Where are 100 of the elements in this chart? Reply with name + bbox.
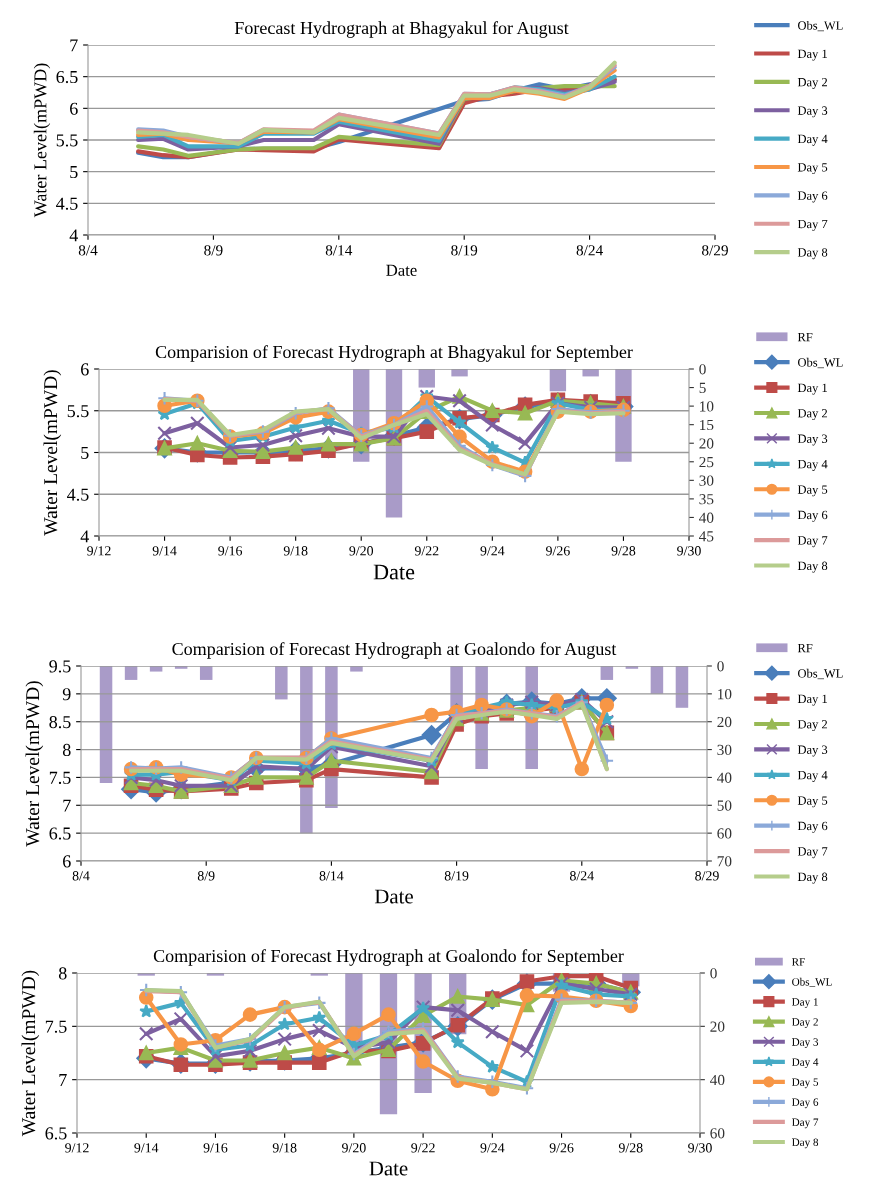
y-tick-label: 5.5 (67, 405, 89, 418)
y-tick-label: 4 (80, 530, 89, 543)
y-tick-label: 7.5 (49, 771, 71, 784)
y2-tick-label: 70 (717, 856, 732, 867)
legend-label: Day 1 (791, 998, 818, 1008)
legend-label: RF (797, 332, 813, 342)
legend-label: Day 1 (797, 383, 827, 395)
legend-label: Day 2 (791, 1018, 818, 1028)
x-tick-label: 8/14 (319, 871, 344, 881)
legend-label: Day 5 (791, 1078, 819, 1089)
x-tick-label: 8/19 (451, 245, 478, 256)
x-tick-label: 8/19 (444, 871, 469, 881)
legend-label: Day 4 (797, 134, 828, 146)
y2-tick-label: 40 (699, 512, 714, 523)
x-axis-title: Date (369, 1161, 408, 1176)
x-tick-label: 8/29 (695, 871, 719, 881)
y-tick-label: 9.5 (49, 660, 71, 673)
y-tick-label: 8 (62, 743, 71, 757)
y2-tick-label: 20 (717, 716, 732, 728)
y2-tick-label: 15 (700, 419, 714, 431)
legend-label: Day 3 (797, 745, 828, 757)
y2-tick-label: 20 (710, 1021, 725, 1032)
y2-tick-label: 0 (699, 364, 706, 375)
legend-label: Obs_WL (798, 357, 843, 369)
y-tick-label: 6.5 (56, 70, 78, 84)
legend-label: Day 1 (797, 694, 827, 706)
y2-tick-label: 45 (699, 531, 714, 542)
y2-tick-label: 35 (699, 494, 714, 505)
legend-label: Day 6 (797, 821, 828, 833)
x-tick-label: 9/14 (152, 546, 177, 556)
y2-tick-label: 10 (718, 689, 732, 700)
legend-label: Day 5 (797, 796, 828, 808)
legend-label: Day 3 (797, 434, 828, 446)
legend-label: Day 2 (797, 720, 828, 732)
legend-label: Day 4 (797, 770, 828, 782)
x-tick-label: 9/30 (688, 1143, 712, 1153)
y-axis-title: Water Level(mPWD) (25, 681, 44, 847)
y2-tick-label: 20 (699, 438, 714, 449)
y2-tick-label: 40 (717, 772, 732, 783)
legend-label: Day 7 (797, 219, 828, 231)
x-tick-label: 8/29 (702, 245, 728, 256)
y-tick-label: 4 (69, 229, 78, 242)
x-tick-label: 9/16 (218, 546, 243, 556)
x-axis-title: Date (374, 889, 413, 904)
x-tick-label: 9/12 (65, 1143, 89, 1153)
y-tick-label: 4.5 (67, 488, 89, 501)
y-tick-label: 5.5 (56, 134, 78, 147)
x-tick-label: 9/28 (611, 546, 636, 556)
y-tick-label: 7 (63, 799, 71, 812)
x-tick-label: 9/18 (283, 546, 308, 556)
legend-label: Day 6 (797, 191, 828, 203)
legend-label: Day 6 (797, 510, 828, 522)
chart-title: Comparision of Forecast Hydrograph at Bhagyakul for September (155, 345, 633, 362)
x-tick-label: 9/26 (549, 1143, 574, 1153)
y2-tick-label: 30 (699, 475, 714, 486)
x-tick-label: 8/9 (204, 245, 223, 256)
y-tick-label: 6.5 (49, 827, 71, 840)
legend-label: Day 8 (797, 561, 828, 573)
legend-label: Day 7 (797, 536, 828, 548)
legend-label: Day 8 (791, 1138, 819, 1149)
legend-label: Day 1 (797, 49, 827, 61)
x-tick-label: 8/9 (197, 871, 215, 881)
x-tick-label: 9/26 (545, 546, 570, 556)
chart-title: Comparision of Forecast Hydrograph at Goalondo for August (172, 642, 617, 659)
legend-label: Day 4 (791, 1058, 819, 1069)
y-tick-label: 6 (70, 102, 78, 115)
x-axis-title: Date (373, 564, 415, 580)
y-tick-label: 6.5 (45, 1127, 67, 1140)
y2-tick-label: 5 (699, 382, 706, 394)
legend-label: Day 3 (791, 1038, 819, 1049)
x-tick-label: 8/24 (569, 871, 594, 881)
x-tick-label: 9/16 (203, 1143, 228, 1153)
y-tick-label: 7 (59, 1074, 67, 1086)
y-axis-title: Water Level(mPWD) (43, 370, 62, 536)
x-tick-label: 9/24 (480, 546, 505, 556)
y2-tick-label: 30 (717, 744, 732, 756)
legend-label: Obs_WL (792, 977, 832, 987)
legend-label: Day 2 (797, 409, 828, 421)
legend-label: Day 8 (797, 248, 828, 260)
y2-tick-label: 40 (710, 1074, 725, 1086)
x-tick-label: 9/24 (480, 1143, 505, 1153)
y2-tick-label: 10 (700, 401, 714, 412)
x-tick-label: 9/22 (411, 1143, 435, 1153)
legend-label: Day 5 (797, 485, 828, 497)
x-tick-label: 9/22 (414, 546, 439, 556)
legend-label: Day 7 (797, 847, 828, 859)
y2-tick-label: 60 (717, 828, 732, 839)
y2-tick-label: 0 (717, 661, 724, 672)
y-tick-label: 6 (81, 363, 89, 376)
legend-label: Day 3 (797, 106, 828, 118)
y-tick-label: 5 (70, 166, 78, 179)
chart-title: Forecast Hydrograph at Bhagyakul for August (234, 21, 569, 38)
y-tick-label: 7 (70, 39, 78, 52)
x-tick-label: 9/18 (272, 1143, 297, 1153)
y2-tick-label: 25 (699, 456, 714, 468)
legend-label: Day 5 (797, 163, 828, 175)
y-tick-label: 8 (58, 967, 67, 980)
legend-label: RF (791, 958, 805, 966)
x-tick-label: 8/4 (78, 245, 98, 256)
x-tick-label: 9/20 (341, 1143, 366, 1153)
